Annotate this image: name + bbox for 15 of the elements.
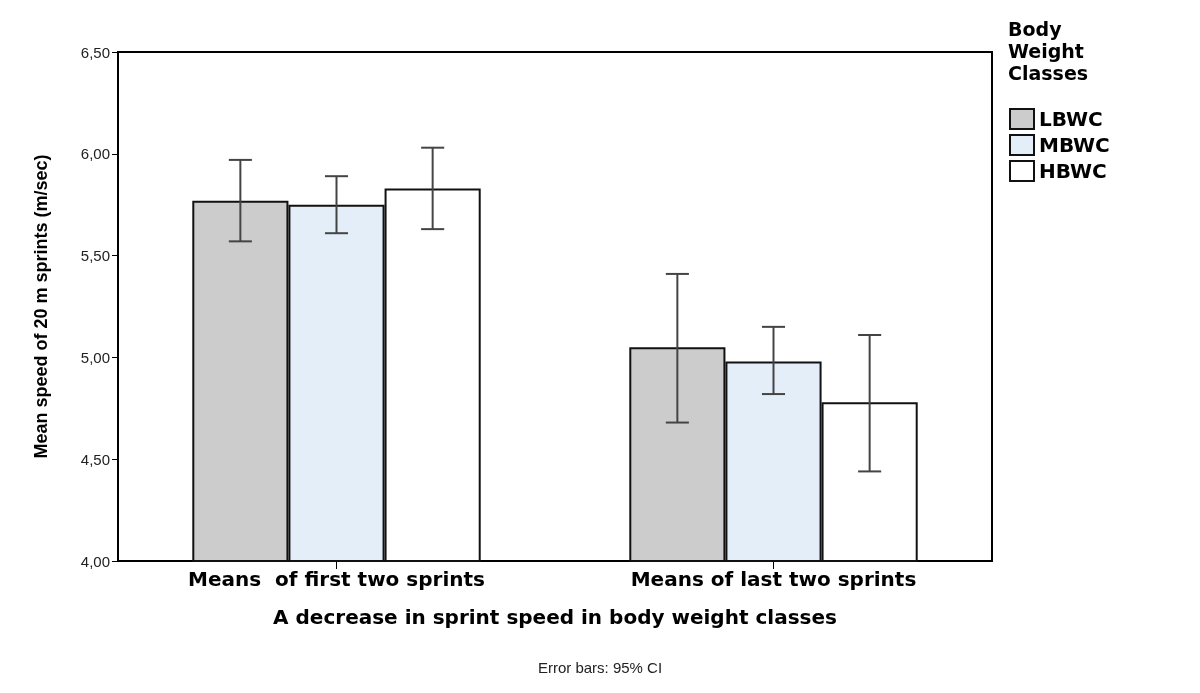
y-tick-label: 5,00 — [80, 348, 110, 366]
y-tick-label: 5,50 — [80, 247, 110, 265]
y-tick-label: 4,00 — [80, 552, 110, 570]
legend-title: Body Weight Classes — [1008, 18, 1089, 84]
x-tick-label: Means of last two sprints — [630, 567, 917, 591]
legend-label: HBWC — [1039, 159, 1107, 183]
legend-label: MBWC — [1039, 133, 1110, 157]
y-tick-label: 6,50 — [80, 43, 110, 61]
y-tick-label: 6,00 — [80, 145, 110, 163]
text: Error bars: 95% CI — [537, 659, 663, 676]
x-axis-title: A decrease in sprint speed in body weight classes — [273, 605, 837, 629]
y-tick-label: 4,50 — [80, 450, 110, 468]
y-axis-title: Mean speed of 20 m sprints (m/sec) — [31, 154, 51, 459]
x-tick-label: Means of first two sprints — [188, 567, 485, 591]
legend-label: LBWC — [1039, 107, 1103, 131]
